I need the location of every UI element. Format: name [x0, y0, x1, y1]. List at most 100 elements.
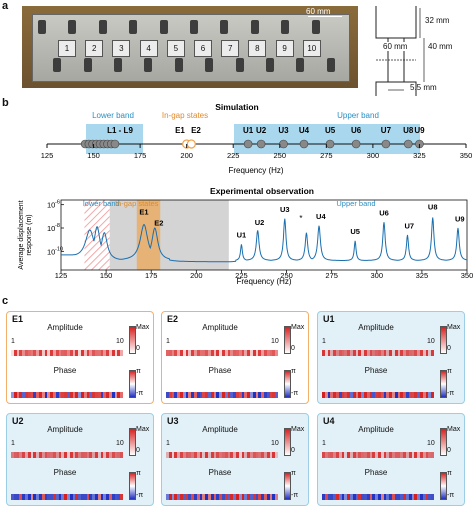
- plate-slot: [174, 58, 183, 72]
- strip-segment: [338, 392, 342, 398]
- strip-segment: [252, 350, 256, 356]
- strip-segment: [194, 452, 197, 458]
- strip-segment: [171, 494, 175, 500]
- strip-segment: [264, 392, 267, 398]
- strip-segment: [222, 452, 225, 458]
- colorbar-neg-pi-label: -π: [447, 492, 455, 499]
- strip-segment: [182, 350, 186, 356]
- exp-peak-label: U5: [350, 227, 360, 236]
- strip-segment: [355, 494, 359, 500]
- exp-peak-label: U8: [428, 203, 438, 212]
- amplitude-strip: [11, 452, 123, 458]
- phase-strip: [322, 392, 434, 398]
- mode-panel-title: U3: [167, 416, 179, 426]
- strip-segment: [224, 350, 228, 356]
- strip-segment: [205, 494, 208, 500]
- cell-number-3: 3: [112, 40, 131, 57]
- strip-segment: [78, 392, 81, 398]
- amplitude-label: Amplitude: [202, 425, 238, 434]
- exp-peak-label: U7: [404, 221, 414, 230]
- strip-segment: [333, 350, 336, 356]
- strip-segment: [109, 452, 112, 458]
- strip-segment: [372, 392, 376, 398]
- strip-segment: [266, 494, 270, 500]
- strip-segment: [372, 494, 376, 500]
- strip-segment: [11, 452, 14, 458]
- strip-segment: [420, 392, 423, 398]
- strip-segment: [238, 392, 242, 398]
- phase-label: Phase: [364, 366, 388, 375]
- mode-panel-title: E1: [12, 314, 24, 324]
- strip-segment: [216, 392, 220, 398]
- phase-label: Phase: [208, 468, 232, 477]
- strip-segment: [431, 452, 434, 458]
- strip-segment: [210, 392, 214, 398]
- strip-segment: [261, 350, 264, 356]
- strip-segment: [428, 452, 432, 458]
- plate-slot: [53, 58, 62, 72]
- strip-segment: [230, 494, 234, 500]
- mode-panel-e1: E1 Amplitude 1 10 Max 0 Phase π -π: [6, 311, 154, 404]
- strip-segment: [72, 350, 76, 356]
- strip-segment: [83, 452, 87, 458]
- strip-segment: [383, 350, 387, 356]
- strip-segment: [420, 452, 423, 458]
- strip-segment: [403, 392, 406, 398]
- lower-band-mode-marker: [110, 139, 120, 149]
- specimen-photo: 1 2 3 4 5 6 7 8 9 10 60 mm: [22, 6, 358, 88]
- strip-segment: [58, 494, 62, 500]
- e1-label: E1: [175, 126, 185, 135]
- strip-segment: [50, 494, 53, 500]
- mode-panel-e2: E2 Amplitude 1 10 Max 0 Phase π -π: [161, 311, 309, 404]
- strip-segment: [97, 452, 101, 458]
- plate-slot: [235, 58, 244, 72]
- strip-segment: [111, 494, 115, 500]
- exp-peak-label: U3: [280, 205, 290, 214]
- strip-segment: [333, 452, 336, 458]
- strip-segment: [258, 350, 262, 356]
- colorbar-pi-label: π: [291, 368, 296, 375]
- strip-segment: [114, 350, 118, 356]
- strip-segment: [25, 350, 28, 356]
- colorbar-neg-pi-label: -π: [136, 390, 144, 397]
- upper-mode-label: U1: [243, 126, 254, 135]
- cell-start-label: 1: [322, 440, 326, 447]
- strip-segment: [247, 392, 250, 398]
- strip-segment: [194, 392, 197, 398]
- strip-segment: [185, 350, 189, 356]
- strip-segment: [372, 452, 376, 458]
- strip-segment: [324, 350, 328, 356]
- strip-segment: [120, 452, 123, 458]
- strip-segment: [394, 392, 398, 398]
- strip-segment: [369, 350, 373, 356]
- strip-segment: [347, 350, 350, 356]
- strip-segment: [386, 350, 390, 356]
- upper-band-mode-marker: [299, 139, 309, 149]
- in-gap-mode-marker: [186, 139, 196, 149]
- strip-segment: [275, 350, 278, 356]
- strip-segment: [336, 392, 339, 398]
- strip-segment: [230, 392, 234, 398]
- strip-segment: [19, 392, 23, 398]
- amplitude-colorbar: [440, 428, 447, 456]
- strip-segment: [180, 494, 183, 500]
- strip-segment: [247, 452, 250, 458]
- strip-segment: [375, 452, 378, 458]
- strip-segment: [182, 494, 186, 500]
- upper-mode-label: U8: [403, 126, 414, 135]
- strip-segment: [171, 392, 175, 398]
- strip-segment: [389, 494, 392, 500]
- strip-segment: [11, 494, 14, 500]
- strip-segment: [383, 392, 387, 398]
- strip-segment: [75, 494, 79, 500]
- strip-segment: [266, 392, 270, 398]
- strip-segment: [255, 494, 259, 500]
- strip-segment: [397, 350, 401, 356]
- strip-segment: [188, 452, 192, 458]
- cell-number-2: 2: [85, 40, 104, 57]
- cell-start-label: 1: [11, 338, 15, 345]
- strip-segment: [39, 392, 42, 398]
- plate-slot: [281, 20, 290, 34]
- upper-mode-label: U6: [351, 126, 362, 135]
- mode-panel-u4: U4 Amplitude 1 10 Max 0 Phase π -π: [317, 413, 465, 506]
